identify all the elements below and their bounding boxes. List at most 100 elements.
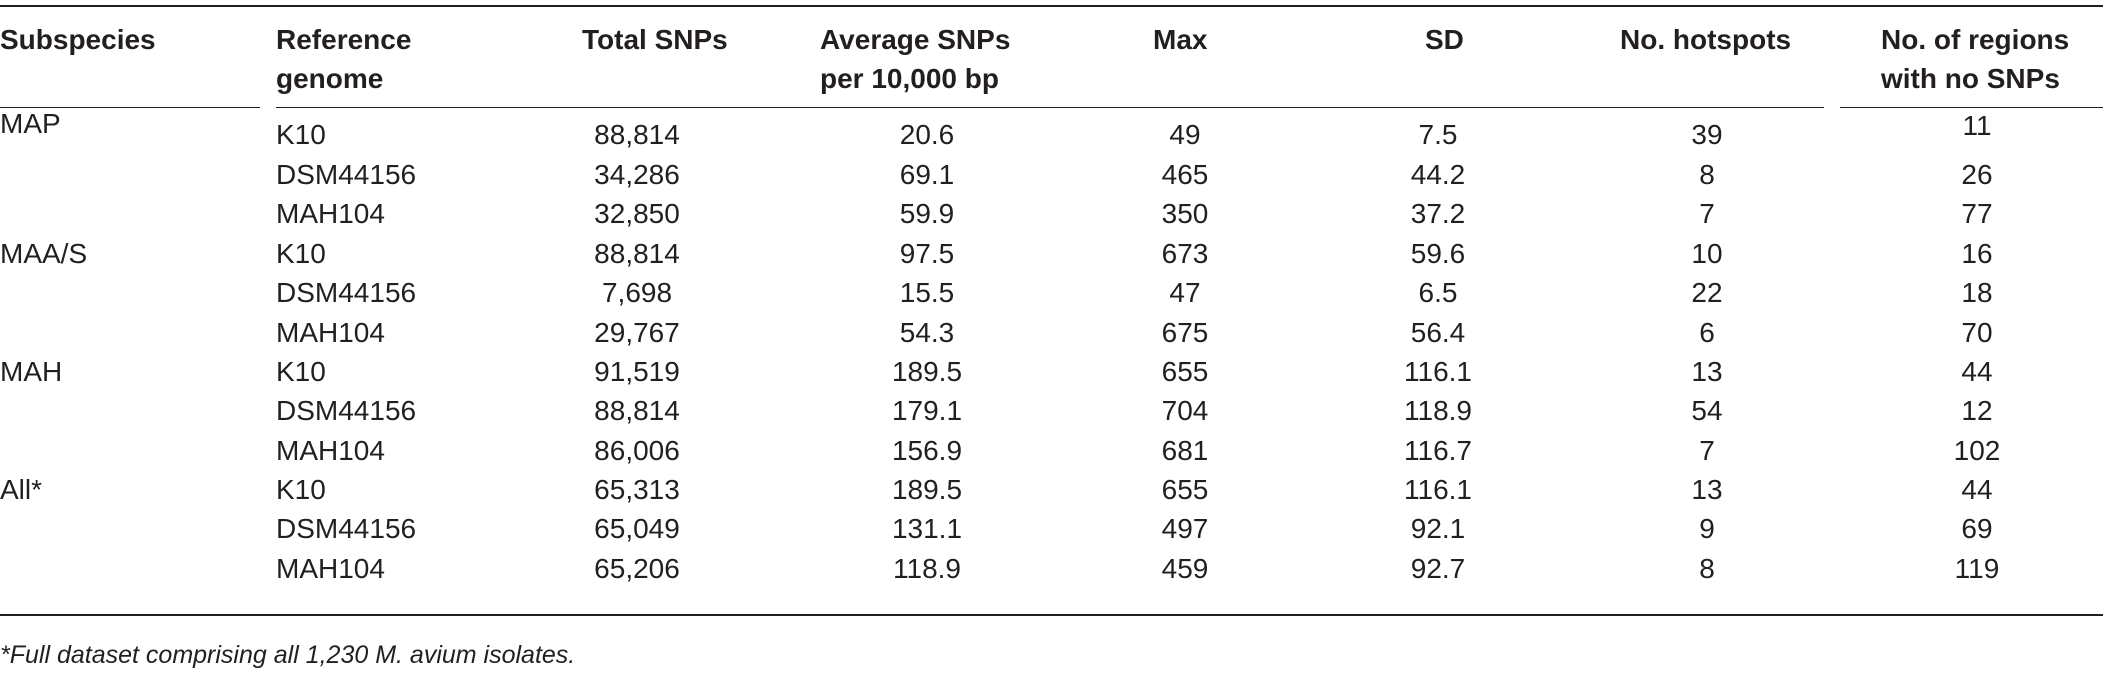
cell-max: 655: [1161, 474, 1209, 505]
header-underline-3: [1840, 107, 2103, 109]
cell-hotspots: 22: [1691, 277, 1723, 308]
cell-subspecies: MAP: [0, 108, 61, 139]
cell-hotspots: 13: [1691, 356, 1723, 387]
cell-no-snp-regions: 11: [1962, 110, 1992, 141]
cell-max: 675: [1161, 317, 1209, 348]
cell-total-snps: 34,286: [594, 159, 680, 190]
top-rule: [0, 5, 2103, 7]
cell-hotspots: 13: [1691, 474, 1723, 505]
header-no-snp-regions-line1: No. of regions: [1881, 24, 2070, 55]
cell-sd: 92.7: [1410, 553, 1466, 584]
cell-average-snps: 54.3: [899, 317, 955, 348]
cell-reference-genome: MAH104: [276, 435, 385, 466]
cell-hotspots: 9: [1699, 513, 1715, 544]
cell-reference-genome: K10: [276, 119, 326, 150]
cell-no-snp-regions: 12: [1961, 395, 1993, 426]
cell-total-snps: 91,519: [594, 356, 680, 387]
cell-sd: 7.5: [1418, 119, 1458, 150]
cell-hotspots: 54: [1691, 395, 1723, 426]
header-hotspots: No. hotspots: [1620, 24, 1792, 55]
cell-reference-genome: DSM44156: [276, 395, 417, 426]
cell-total-snps: 65,206: [594, 553, 680, 584]
cell-average-snps: 69.1: [899, 159, 955, 190]
cell-average-snps: 20.6: [899, 119, 955, 150]
header-underline-1: [0, 107, 260, 109]
cell-subspecies: All*: [0, 474, 43, 505]
cell-sd: 6.5: [1418, 277, 1458, 308]
cell-sd: 59.6: [1410, 238, 1466, 269]
cell-no-snp-regions: 26: [1961, 159, 1993, 190]
header-average-snps-line1: Average SNPs: [820, 24, 1011, 55]
cell-average-snps: 131.1: [891, 513, 963, 544]
cell-average-snps: 189.5: [891, 474, 963, 505]
cell-reference-genome: MAH104: [276, 553, 385, 584]
cell-sd: 116.7: [1404, 435, 1472, 466]
cell-total-snps: 88,814: [594, 119, 680, 150]
header-no-snp-regions-line2: with no SNPs: [1881, 63, 2060, 94]
cell-sd: 44.2: [1410, 159, 1466, 190]
cell-total-snps: 88,814: [594, 395, 680, 426]
header-reference-genome: Reference genome: [276, 20, 411, 98]
cell-total-snps: 29,767: [594, 317, 680, 348]
header-total-snps: Total SNPs: [582, 24, 728, 55]
cell-max: 47: [1169, 277, 1201, 308]
cell-reference-genome: MAH104: [276, 198, 385, 229]
cell-total-snps: 65,049: [594, 513, 680, 544]
cell-average-snps: 179.1: [891, 395, 963, 426]
cell-max: 681: [1161, 435, 1209, 466]
cell-no-snp-regions: 18: [1961, 277, 1993, 308]
cell-sd: 118.9: [1404, 395, 1472, 426]
cell-no-snp-regions: 77: [1961, 198, 1993, 229]
cell-reference-genome: K10: [276, 356, 326, 387]
cell-reference-genome: K10: [276, 238, 326, 269]
header-average-snps-line2: per 10,000 bp: [820, 63, 999, 94]
cell-hotspots: 8: [1699, 159, 1715, 190]
cell-max: 459: [1161, 553, 1209, 584]
cell-average-snps: 118.9: [893, 553, 961, 584]
cell-reference-genome: DSM44156: [276, 159, 417, 190]
cell-max: 704: [1161, 395, 1209, 426]
cell-hotspots: 10: [1691, 238, 1723, 269]
cell-sd: 116.1: [1404, 474, 1472, 505]
header-reference-genome-line2: genome: [276, 63, 384, 94]
cell-average-snps: 189.5: [891, 356, 963, 387]
header-sd: SD: [1425, 24, 1464, 55]
cell-reference-genome: DSM44156: [276, 277, 417, 308]
header-max: Max: [1153, 24, 1208, 55]
cell-sd: 92.1: [1410, 513, 1466, 544]
cell-hotspots: 7: [1699, 198, 1715, 229]
cell-sd: 116.1: [1404, 356, 1472, 387]
cell-total-snps: 65,313: [594, 474, 680, 505]
cell-max: 655: [1161, 356, 1209, 387]
cell-no-snp-regions: 16: [1961, 238, 1993, 269]
header-reference-genome-line1: Reference: [276, 24, 412, 55]
bottom-rule: [0, 614, 2103, 616]
cell-total-snps: 7,698: [601, 277, 673, 308]
cell-total-snps: 32,850: [594, 198, 680, 229]
cell-sd: 56.4: [1410, 317, 1466, 348]
cell-average-snps: 15.5: [899, 277, 955, 308]
table-footnote: *Full dataset comprising all 1,230 M. av…: [0, 641, 576, 669]
cell-subspecies: MAA/S: [0, 238, 88, 269]
cell-max: 673: [1161, 238, 1209, 269]
cell-max: 497: [1161, 513, 1209, 544]
cell-no-snp-regions: 69: [1961, 513, 1993, 544]
cell-average-snps: 59.9: [899, 198, 955, 229]
cell-total-snps: 86,006: [594, 435, 680, 466]
header-underline-2: [276, 107, 1824, 109]
cell-no-snp-regions: 119: [1954, 553, 2000, 584]
cell-reference-genome: K10: [276, 474, 326, 505]
cell-max: 49: [1169, 119, 1201, 150]
cell-no-snp-regions: 70: [1961, 317, 1993, 348]
header-subspecies: Subspecies: [0, 24, 156, 55]
cell-no-snp-regions: 44: [1961, 356, 1993, 387]
cell-average-snps: 156.9: [891, 435, 963, 466]
cell-hotspots: 6: [1699, 317, 1715, 348]
cell-hotspots: 8: [1699, 553, 1715, 584]
cell-no-snp-regions: 44: [1961, 474, 1993, 505]
cell-reference-genome: DSM44156: [276, 513, 417, 544]
header-no-snp-regions: No. of regions with no SNPs: [1881, 20, 2069, 98]
cell-max: 465: [1161, 159, 1209, 190]
cell-average-snps: 97.5: [899, 238, 955, 269]
cell-max: 350: [1161, 198, 1209, 229]
